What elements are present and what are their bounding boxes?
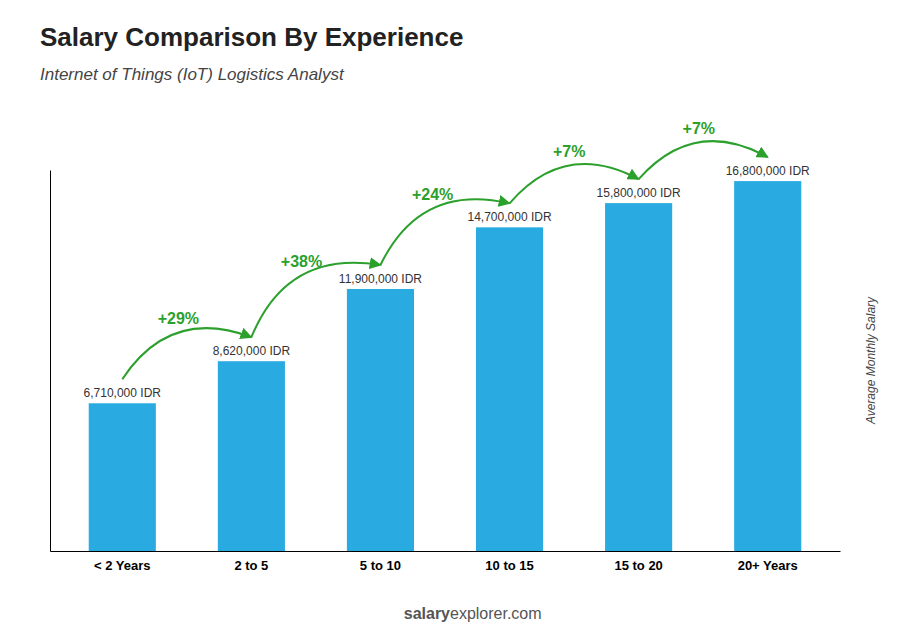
chart: Salary Comparison By Experience Internet … xyxy=(0,0,900,641)
data-labels: 6,710,000 IDR 8,620,000 IDR 11,900,000 IDR… xyxy=(84,164,810,400)
bar xyxy=(476,227,543,551)
x-tick: 15 to 20 xyxy=(614,558,662,573)
data-label: 14,700,000 IDR xyxy=(468,210,552,224)
watermark: salary xyxy=(404,605,450,622)
x-tick-label: 10 to 15 xyxy=(485,558,533,573)
watermark: explorer.com xyxy=(450,605,542,622)
title: Salary Comparison By Experience xyxy=(40,22,463,52)
x-axis: < 2 Years 2 to 5 5 to 10 10 to 15 15 to 20 20… xyxy=(51,552,841,574)
change-label: +38% xyxy=(281,253,322,270)
bar xyxy=(347,289,414,551)
data-label: 11,900,000 IDR xyxy=(339,272,423,286)
plot-area: < 2 Years 2 to 5 5 to 10 10 to 15 15 to 20 20… xyxy=(51,120,841,573)
change-label: +7% xyxy=(553,143,585,160)
x-tick-label: 2 to 5 xyxy=(234,558,268,573)
subtitle: Internet of Things (IoT) Logistics Analy… xyxy=(40,65,345,84)
bar xyxy=(605,203,672,551)
y-axis-title: Average Monthly Salary xyxy=(864,296,878,425)
data-label: 15,800,000 IDR xyxy=(597,186,681,200)
data-label: 6,710,000 IDR xyxy=(84,386,162,400)
change-label: +7% xyxy=(683,120,715,137)
data-label: 16,800,000 IDR xyxy=(726,164,810,178)
x-tick: 2 to 5 xyxy=(234,558,268,573)
y-axis xyxy=(50,171,51,552)
bar xyxy=(89,403,156,551)
change-label: +24% xyxy=(412,186,453,203)
change-annotations: +29% +38% +24% +7% +7% xyxy=(122,120,767,379)
x-tick: < 2 Years xyxy=(94,558,151,573)
change-arrow xyxy=(510,164,639,203)
change-arrow xyxy=(639,141,768,179)
change-arrow xyxy=(122,328,251,379)
bars xyxy=(89,181,802,551)
x-tick-label: 20+ Years xyxy=(738,558,798,573)
x-tick-label: < 2 Years xyxy=(94,558,151,573)
bar xyxy=(734,181,801,551)
x-tick-label: 5 to 10 xyxy=(360,558,401,573)
change-label: +29% xyxy=(158,310,199,327)
change-arrow xyxy=(251,263,380,338)
x-axis-line xyxy=(51,551,841,552)
x-tick: 20+ Years xyxy=(738,558,798,573)
y-axis-line xyxy=(50,171,51,552)
change-arrow xyxy=(380,199,509,265)
x-tick: 10 to 15 xyxy=(485,558,533,573)
x-tick: 5 to 10 xyxy=(360,558,401,573)
bar xyxy=(218,361,285,551)
data-label: 8,620,000 IDR xyxy=(213,344,291,358)
x-tick-label: 15 to 20 xyxy=(614,558,662,573)
